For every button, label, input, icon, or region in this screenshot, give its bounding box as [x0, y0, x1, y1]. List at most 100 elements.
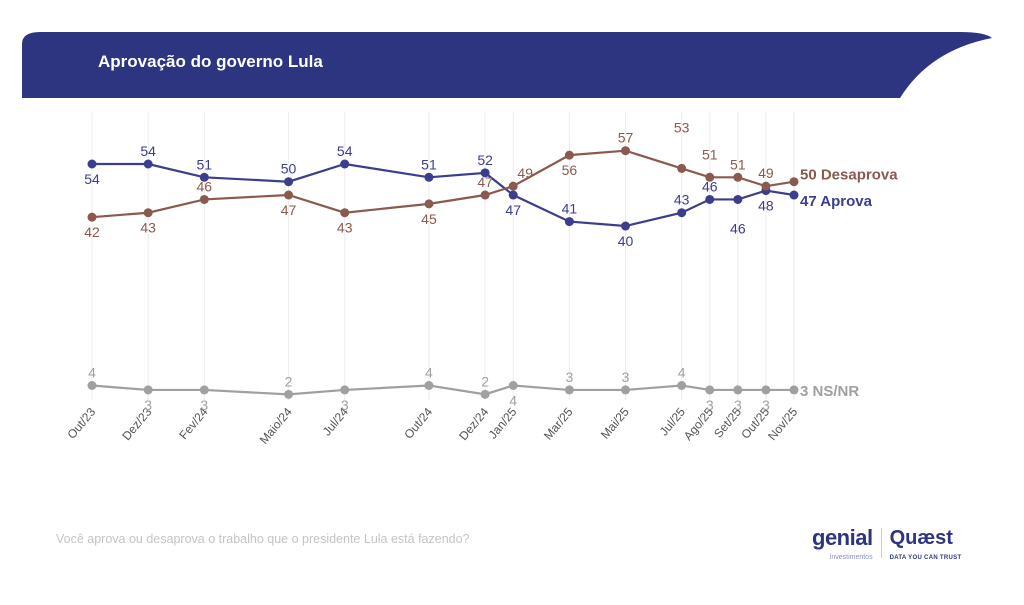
- data-label: 2: [285, 373, 293, 389]
- genial-logo: genial investimentos: [812, 525, 873, 562]
- series-end-label: 3 NS/NR: [800, 383, 859, 400]
- data-label: 52: [477, 152, 493, 168]
- data-point: [199, 194, 209, 204]
- data-label: 48: [758, 198, 774, 214]
- data-label: 46: [197, 178, 213, 194]
- data-point: [143, 208, 153, 218]
- x-tick-label: Dez/24: [456, 405, 491, 443]
- survey-question: Você aprova ou desaprova o trabalho que …: [56, 532, 470, 546]
- data-label: 3: [734, 397, 742, 413]
- data-point: [508, 381, 518, 390]
- logos: genial investimentos Quæst DATA YOU CAN TR…: [812, 525, 962, 568]
- data-point: [705, 172, 715, 182]
- data-label: 3: [762, 397, 770, 413]
- data-label: 49: [758, 165, 774, 181]
- data-point: [480, 168, 490, 178]
- data-point: [340, 159, 350, 169]
- data-label: 42: [84, 224, 100, 240]
- data-point: [284, 177, 294, 187]
- data-label: 46: [730, 220, 746, 236]
- data-point: [424, 199, 434, 209]
- data-label: 53: [674, 119, 690, 135]
- data-point: [733, 172, 743, 182]
- data-point: [87, 212, 97, 222]
- x-tick-label: Out/23: [64, 405, 98, 442]
- series-end-label: 47 Aprova: [800, 193, 873, 210]
- data-label: 3: [706, 397, 714, 413]
- data-label: 2: [481, 373, 489, 389]
- x-tick-label: Mar/25: [541, 405, 576, 443]
- data-label: 49: [517, 165, 533, 181]
- data-point: [424, 381, 434, 390]
- data-point: [87, 159, 97, 169]
- data-point: [789, 177, 799, 187]
- data-point: [284, 389, 294, 399]
- data-point: [143, 159, 153, 169]
- data-label: 56: [562, 162, 578, 178]
- data-point: [621, 385, 631, 395]
- data-point: [424, 172, 434, 182]
- data-label: 4: [425, 365, 433, 381]
- data-point: [199, 385, 209, 395]
- data-point: [705, 385, 715, 395]
- data-label: 3: [144, 397, 152, 413]
- data-label: 3: [200, 397, 208, 413]
- data-point: [480, 190, 490, 200]
- data-point: [508, 181, 518, 191]
- data-label: 43: [337, 220, 353, 236]
- series-end-label: 50 Desaprova: [800, 167, 898, 184]
- data-point: [705, 194, 715, 204]
- data-label: 54: [337, 143, 353, 159]
- data-label: 43: [674, 192, 690, 208]
- data-point: [480, 389, 490, 399]
- x-tick-label: Out/24: [401, 405, 435, 442]
- data-label: 41: [562, 201, 578, 217]
- data-point: [564, 385, 574, 395]
- data-label: 47: [281, 202, 297, 218]
- data-label: 3: [622, 369, 630, 385]
- chart-title: Aprovação do governo Lula: [98, 52, 323, 71]
- series-line-nsnr: [91, 384, 794, 396]
- data-point: [340, 385, 350, 395]
- data-label: 51: [730, 156, 746, 172]
- header-banner: [22, 32, 992, 98]
- data-label: 43: [140, 220, 156, 236]
- data-point: [143, 385, 153, 395]
- data-label: 45: [421, 211, 437, 227]
- data-point: [564, 150, 574, 160]
- data-point: [677, 208, 687, 218]
- data-label: 57: [618, 130, 634, 146]
- data-label: 3: [341, 397, 349, 413]
- data-label: 4: [509, 393, 517, 409]
- data-label: 3: [565, 369, 573, 385]
- data-label: 4: [678, 365, 686, 381]
- data-point: [733, 385, 743, 395]
- data-label: 51: [702, 146, 718, 162]
- data-label: 4: [88, 365, 96, 381]
- data-point: [87, 381, 97, 390]
- data-label: 51: [421, 156, 437, 172]
- quaest-logo: Quæst DATA YOU CAN TRUST: [889, 527, 962, 561]
- data-label: 50: [281, 161, 297, 177]
- data-point: [761, 385, 771, 395]
- data-point: [508, 190, 518, 200]
- data-point: [789, 190, 799, 200]
- x-tick-label: Mai/25: [598, 405, 632, 442]
- data-point: [199, 172, 209, 182]
- data-label: 46: [702, 178, 718, 194]
- data-point: [677, 381, 687, 390]
- data-point: [761, 181, 771, 191]
- data-point: [733, 194, 743, 204]
- x-tick-label: Nov/25: [765, 405, 800, 443]
- data-point: [621, 221, 631, 231]
- data-label: 40: [618, 233, 634, 249]
- data-point: [284, 190, 294, 200]
- data-point: [621, 146, 631, 156]
- data-label: 51: [197, 156, 213, 172]
- x-tick-label: Maio/24: [257, 405, 295, 447]
- data-label: 54: [84, 171, 100, 187]
- data-point: [677, 163, 687, 173]
- data-label: 54: [140, 143, 156, 159]
- data-point: [340, 208, 350, 218]
